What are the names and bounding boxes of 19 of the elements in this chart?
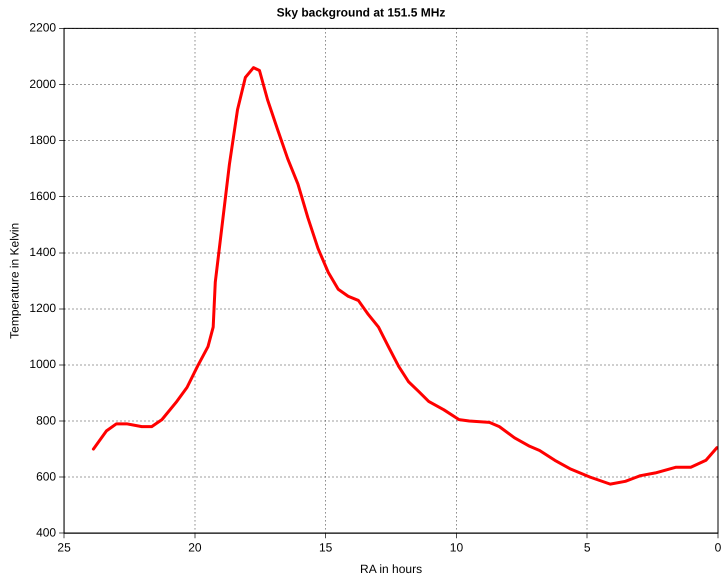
y-tick-label: 1000 <box>29 357 56 372</box>
y-tick-label: 1600 <box>29 188 56 203</box>
x-tick-label: 0 <box>714 540 722 555</box>
x-tick-label: 10 <box>450 540 464 555</box>
x-tick-label: 15 <box>318 540 333 555</box>
y-tick-label: 800 <box>36 413 56 428</box>
y-tick-label: 600 <box>36 469 56 484</box>
x-axis-title: RA in hours <box>360 562 422 576</box>
y-tick-label: 1200 <box>29 301 56 316</box>
x-tick-label: 5 <box>584 540 591 555</box>
y-tick-label: 2000 <box>29 76 56 91</box>
x-tick-label: 20 <box>188 540 202 555</box>
y-tick-label: 1800 <box>29 132 56 147</box>
y-tick-label: 400 <box>36 526 56 540</box>
chart-title: Sky background at 151.5 MHz <box>276 6 446 20</box>
x-tick-label: 25 <box>57 540 72 555</box>
y-tick-label: 2200 <box>29 20 56 35</box>
y-axis-title: Temperature in Kelvin <box>8 222 22 339</box>
y-tick-label: 1400 <box>29 245 56 260</box>
